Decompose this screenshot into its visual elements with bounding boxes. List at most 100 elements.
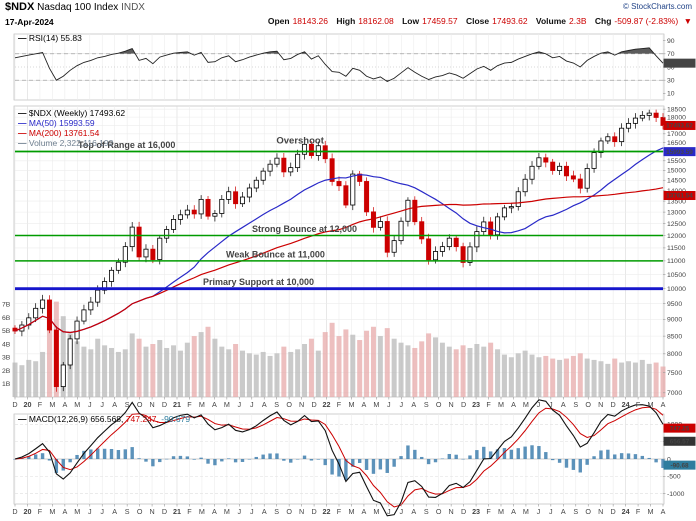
svg-text:18500: 18500 <box>667 106 686 113</box>
svg-text:N: N <box>299 507 304 516</box>
svg-text:D: D <box>311 507 316 516</box>
svg-text:M: M <box>648 400 654 409</box>
high-label: High <box>336 16 356 26</box>
svg-text:90: 90 <box>667 38 675 45</box>
svg-text:M: M <box>74 400 80 409</box>
quote-strip: Open 18143.26 High 18162.08 Low 17459.57 Cl… <box>262 16 692 26</box>
svg-text:J: J <box>88 507 92 516</box>
down-arrow-icon: ▼ <box>683 16 692 26</box>
svg-text:24: 24 <box>622 400 630 409</box>
chg-label: Chg <box>594 16 612 26</box>
svg-text:O: O <box>585 400 591 409</box>
svg-text:M: M <box>523 507 529 516</box>
copyright: © StockCharts.com <box>622 2 692 11</box>
svg-text:21: 21 <box>173 507 181 516</box>
svg-text:J: J <box>250 507 254 516</box>
svg-text:J: J <box>400 400 404 409</box>
svg-text:A: A <box>561 507 566 516</box>
svg-text:12500: 12500 <box>667 221 686 228</box>
svg-text:21: 21 <box>173 400 181 409</box>
svg-text:9500: 9500 <box>667 301 682 308</box>
svg-text:-500: -500 <box>667 474 681 481</box>
svg-text:J: J <box>537 507 541 516</box>
axis-value-boxes: 17493.62 15993.59 13761.54 55.83 656.57 747.2… <box>663 58 696 470</box>
svg-text:D: D <box>12 507 17 516</box>
svg-text:24: 24 <box>622 507 630 516</box>
stock-chart-canvas: Top of Range at 16,000 Strong Bounce at 1… <box>2 33 696 517</box>
svg-text:S: S <box>573 400 578 409</box>
svg-text:Top of Range at 16,000: Top of Range at 16,000 <box>78 140 175 150</box>
chart-date: 17-Apr-2024 <box>5 17 54 27</box>
close-label: Close <box>465 16 490 26</box>
svg-text:N: N <box>598 507 603 516</box>
svg-text:13761.54: 13761.54 <box>666 193 693 200</box>
svg-text:18000: 18000 <box>667 114 686 121</box>
svg-text:8000: 8000 <box>667 351 682 358</box>
svg-text:11500: 11500 <box>667 245 686 252</box>
svg-text:A: A <box>62 400 67 409</box>
svg-text:D: D <box>162 400 167 409</box>
svg-text:A: A <box>362 507 367 516</box>
svg-text:J: J <box>100 507 104 516</box>
svg-text:13500: 13500 <box>667 198 686 205</box>
svg-text:J: J <box>238 507 242 516</box>
svg-text:2B: 2B <box>2 368 11 375</box>
svg-text:M: M <box>49 400 55 409</box>
svg-text:17000: 17000 <box>667 131 686 138</box>
candlesticks <box>12 109 666 392</box>
svg-text:J: J <box>100 400 104 409</box>
svg-text:10500: 10500 <box>667 272 686 279</box>
svg-text:J: J <box>88 400 92 409</box>
svg-text:N: N <box>149 400 154 409</box>
svg-text:F: F <box>486 507 491 516</box>
svg-text:F: F <box>187 507 192 516</box>
svg-text:A: A <box>661 400 666 409</box>
volume-label: Volume <box>535 16 566 26</box>
svg-text:A: A <box>112 507 117 516</box>
svg-text:F: F <box>636 507 641 516</box>
svg-text:M: M <box>498 507 504 516</box>
svg-text:J: J <box>387 400 391 409</box>
svg-text:O: O <box>436 507 442 516</box>
svg-text:O: O <box>436 400 442 409</box>
volume-bars <box>12 301 666 397</box>
svg-text:55.83: 55.83 <box>672 60 688 67</box>
svg-text:A: A <box>212 507 217 516</box>
svg-text:S: S <box>125 400 130 409</box>
svg-text:15993.59: 15993.59 <box>666 149 693 156</box>
svg-text:20: 20 <box>23 400 31 409</box>
svg-text:D: D <box>12 400 17 409</box>
svg-text:15500: 15500 <box>667 158 686 165</box>
svg-text:11000: 11000 <box>667 258 686 265</box>
svg-text:A: A <box>561 400 566 409</box>
svg-text:23: 23 <box>472 400 480 409</box>
svg-text:23: 23 <box>472 507 480 516</box>
svg-text:S: S <box>424 507 429 516</box>
svg-text:D: D <box>162 507 167 516</box>
svg-text:N: N <box>449 507 454 516</box>
svg-text:M: M <box>648 507 654 516</box>
exchange: INDX <box>121 2 145 13</box>
svg-text:D: D <box>311 400 316 409</box>
moving-averages <box>14 147 664 334</box>
svg-text:22: 22 <box>323 400 331 409</box>
svg-text:J: J <box>549 507 553 516</box>
svg-text:22: 22 <box>323 507 331 516</box>
svg-text:5B: 5B <box>2 328 11 335</box>
svg-text:7500: 7500 <box>667 370 682 377</box>
svg-text:A: A <box>411 507 416 516</box>
svg-text:A: A <box>212 400 217 409</box>
svg-text:M: M <box>348 507 354 516</box>
svg-text:N: N <box>598 400 603 409</box>
svg-text:D: D <box>461 507 466 516</box>
svg-text:O: O <box>286 400 292 409</box>
svg-text:8500: 8500 <box>667 333 682 340</box>
svg-text:A: A <box>511 400 516 409</box>
volume-value: 2.3B <box>569 16 587 26</box>
close-value: 17493.62 <box>492 16 528 26</box>
svg-text:A: A <box>362 400 367 409</box>
svg-text:N: N <box>149 507 154 516</box>
symbol-title: $NDX Nasdaq 100 Index INDX <box>5 1 145 13</box>
svg-text:M: M <box>498 400 504 409</box>
svg-text:J: J <box>400 507 404 516</box>
